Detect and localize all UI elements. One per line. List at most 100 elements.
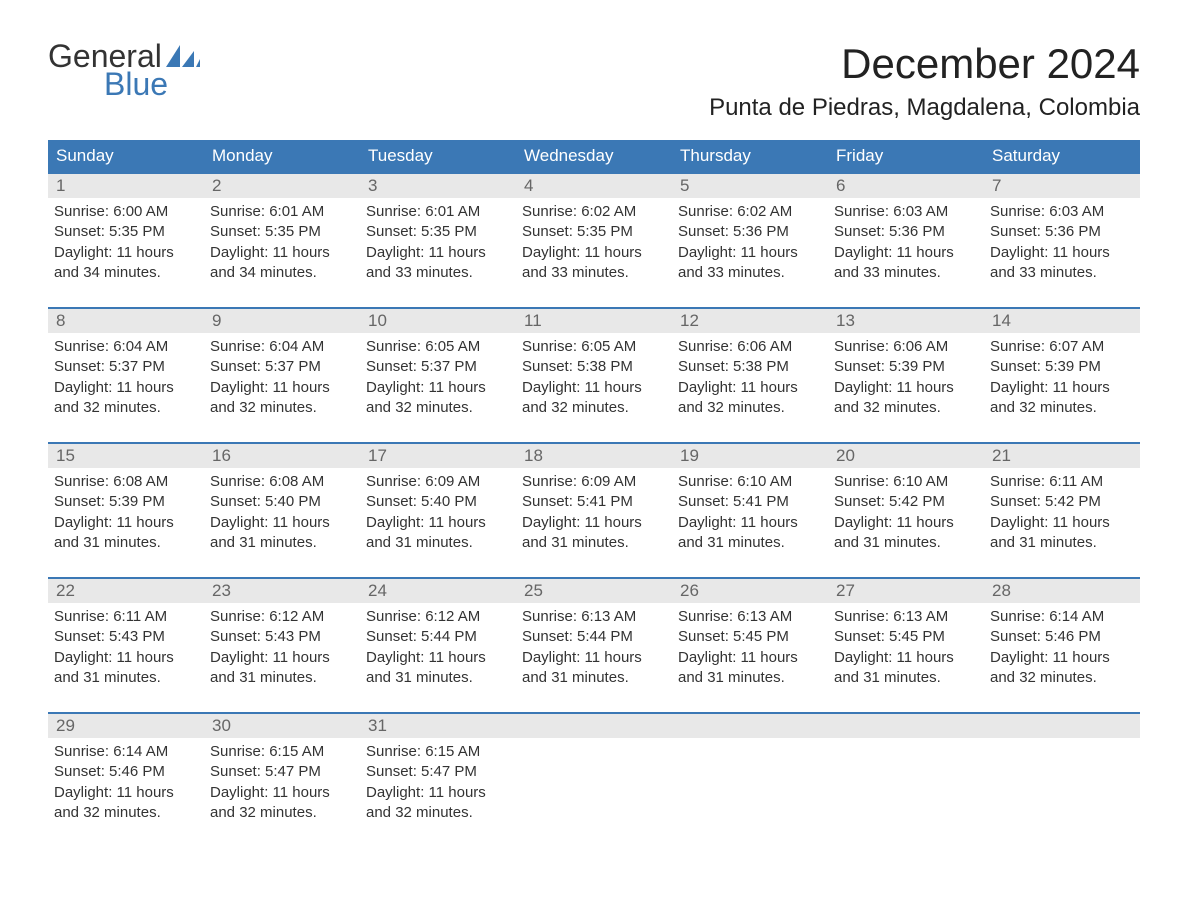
day-d1: Daylight: 11 hours [366,783,510,803]
day-sunset: Sunset: 5:39 PM [990,357,1134,377]
day-number: 24 [360,579,516,603]
day-sunset: Sunset: 5:46 PM [54,762,198,782]
day-d2: and 31 minutes. [678,533,822,553]
day-sunrise: Sunrise: 6:14 AM [54,742,198,762]
day-d2: and 31 minutes. [834,668,978,688]
day-cell: 10Sunrise: 6:05 AMSunset: 5:37 PMDayligh… [360,309,516,424]
day-d1: Daylight: 11 hours [522,648,666,668]
day-cell: 3Sunrise: 6:01 AMSunset: 5:35 PMDaylight… [360,174,516,289]
day-sunrise: Sunrise: 6:15 AM [210,742,354,762]
day-d2: and 32 minutes. [210,398,354,418]
day-body: Sunrise: 6:04 AMSunset: 5:37 PMDaylight:… [48,333,204,418]
day-sunrise: Sunrise: 6:02 AM [678,202,822,222]
day-cell: 30Sunrise: 6:15 AMSunset: 5:47 PMDayligh… [204,714,360,829]
day-d2: and 32 minutes. [54,803,198,823]
day-cell: 13Sunrise: 6:06 AMSunset: 5:39 PMDayligh… [828,309,984,424]
day-d1: Daylight: 11 hours [678,243,822,263]
day-d1: Daylight: 11 hours [366,378,510,398]
day-d2: and 31 minutes. [834,533,978,553]
day-number: 31 [360,714,516,738]
day-d1: Daylight: 11 hours [54,783,198,803]
day-cell: 22Sunrise: 6:11 AMSunset: 5:43 PMDayligh… [48,579,204,694]
day-number: 19 [672,444,828,468]
day-sunset: Sunset: 5:39 PM [834,357,978,377]
day-number: . [828,714,984,738]
day-body: Sunrise: 6:05 AMSunset: 5:38 PMDaylight:… [516,333,672,418]
month-title: December 2024 [709,40,1140,88]
day-d2: and 31 minutes. [210,533,354,553]
day-d2: and 33 minutes. [366,263,510,283]
day-number: . [984,714,1140,738]
day-d1: Daylight: 11 hours [990,243,1134,263]
day-d2: and 31 minutes. [54,668,198,688]
location-subtitle: Punta de Piedras, Magdalena, Colombia [709,94,1140,122]
day-body: Sunrise: 6:03 AMSunset: 5:36 PMDaylight:… [828,198,984,283]
day-number: 1 [48,174,204,198]
day-sunrise: Sunrise: 6:00 AM [54,202,198,222]
day-d2: and 32 minutes. [678,398,822,418]
day-d1: Daylight: 11 hours [54,243,198,263]
day-d2: and 31 minutes. [366,668,510,688]
day-body: Sunrise: 6:09 AMSunset: 5:40 PMDaylight:… [360,468,516,553]
day-d2: and 31 minutes. [210,668,354,688]
day-d2: and 33 minutes. [678,263,822,283]
dow-sunday: Sunday [48,140,204,172]
day-d2: and 33 minutes. [990,263,1134,283]
day-d1: Daylight: 11 hours [678,513,822,533]
day-d2: and 34 minutes. [54,263,198,283]
day-d2: and 32 minutes. [210,803,354,823]
day-number: . [516,714,672,738]
day-sunrise: Sunrise: 6:09 AM [366,472,510,492]
day-cell: 8Sunrise: 6:04 AMSunset: 5:37 PMDaylight… [48,309,204,424]
day-sunrise: Sunrise: 6:13 AM [522,607,666,627]
calendar: SundayMondayTuesdayWednesdayThursdayFrid… [48,140,1140,829]
day-d1: Daylight: 11 hours [834,513,978,533]
day-body: Sunrise: 6:15 AMSunset: 5:47 PMDaylight:… [360,738,516,823]
day-body: Sunrise: 6:13 AMSunset: 5:45 PMDaylight:… [672,603,828,688]
day-body: Sunrise: 6:15 AMSunset: 5:47 PMDaylight:… [204,738,360,823]
day-number: 14 [984,309,1140,333]
day-sunrise: Sunrise: 6:04 AM [54,337,198,357]
day-cell: 11Sunrise: 6:05 AMSunset: 5:38 PMDayligh… [516,309,672,424]
day-d1: Daylight: 11 hours [834,648,978,668]
day-sunrise: Sunrise: 6:03 AM [990,202,1134,222]
day-sunset: Sunset: 5:47 PM [366,762,510,782]
day-d2: and 32 minutes. [522,398,666,418]
day-body: Sunrise: 6:03 AMSunset: 5:36 PMDaylight:… [984,198,1140,283]
day-d1: Daylight: 11 hours [210,513,354,533]
day-d1: Daylight: 11 hours [366,513,510,533]
day-cell: 1Sunrise: 6:00 AMSunset: 5:35 PMDaylight… [48,174,204,289]
day-number: 26 [672,579,828,603]
day-number: 23 [204,579,360,603]
day-cell: 17Sunrise: 6:09 AMSunset: 5:40 PMDayligh… [360,444,516,559]
days-of-week-row: SundayMondayTuesdayWednesdayThursdayFrid… [48,140,1140,172]
day-sunrise: Sunrise: 6:12 AM [366,607,510,627]
day-cell: 27Sunrise: 6:13 AMSunset: 5:45 PMDayligh… [828,579,984,694]
day-number: 12 [672,309,828,333]
week-row: 15Sunrise: 6:08 AMSunset: 5:39 PMDayligh… [48,442,1140,559]
day-d2: and 32 minutes. [990,398,1134,418]
day-d1: Daylight: 11 hours [54,513,198,533]
day-d1: Daylight: 11 hours [990,648,1134,668]
day-d1: Daylight: 11 hours [366,648,510,668]
day-body: Sunrise: 6:02 AMSunset: 5:36 PMDaylight:… [672,198,828,283]
day-sunrise: Sunrise: 6:15 AM [366,742,510,762]
logo-text-bottom: Blue [104,68,200,100]
day-body: Sunrise: 6:00 AMSunset: 5:35 PMDaylight:… [48,198,204,283]
day-number: 8 [48,309,204,333]
day-sunrise: Sunrise: 6:10 AM [678,472,822,492]
day-d2: and 31 minutes. [522,533,666,553]
day-number: 15 [48,444,204,468]
day-number: 20 [828,444,984,468]
day-cell: 24Sunrise: 6:12 AMSunset: 5:44 PMDayligh… [360,579,516,694]
day-number: 10 [360,309,516,333]
day-d2: and 31 minutes. [366,533,510,553]
day-sunset: Sunset: 5:35 PM [366,222,510,242]
day-sunset: Sunset: 5:41 PM [678,492,822,512]
day-cell: 20Sunrise: 6:10 AMSunset: 5:42 PMDayligh… [828,444,984,559]
day-sunrise: Sunrise: 6:01 AM [210,202,354,222]
day-cell: 28Sunrise: 6:14 AMSunset: 5:46 PMDayligh… [984,579,1140,694]
day-sunset: Sunset: 5:46 PM [990,627,1134,647]
day-sunset: Sunset: 5:35 PM [210,222,354,242]
day-sunrise: Sunrise: 6:13 AM [678,607,822,627]
